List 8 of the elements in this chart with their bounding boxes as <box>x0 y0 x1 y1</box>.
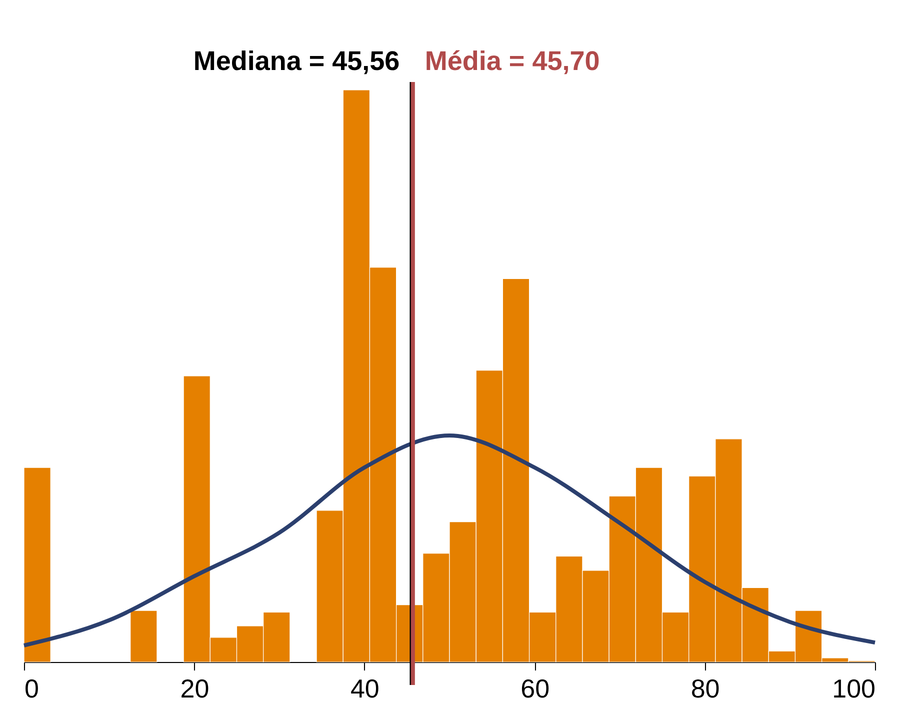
x-tick-label: 60 <box>520 674 550 704</box>
ref-line-label: Mediana = 45,56 <box>193 46 400 76</box>
x-tick-label: 0 <box>24 674 39 704</box>
x-tick-label: 100 <box>832 674 876 704</box>
x-tick-label: 40 <box>350 674 380 704</box>
x-tick-label: 20 <box>180 674 210 704</box>
x-tick-label: 80 <box>690 674 720 704</box>
ref-line-label: Média = 45,70 <box>424 46 600 76</box>
